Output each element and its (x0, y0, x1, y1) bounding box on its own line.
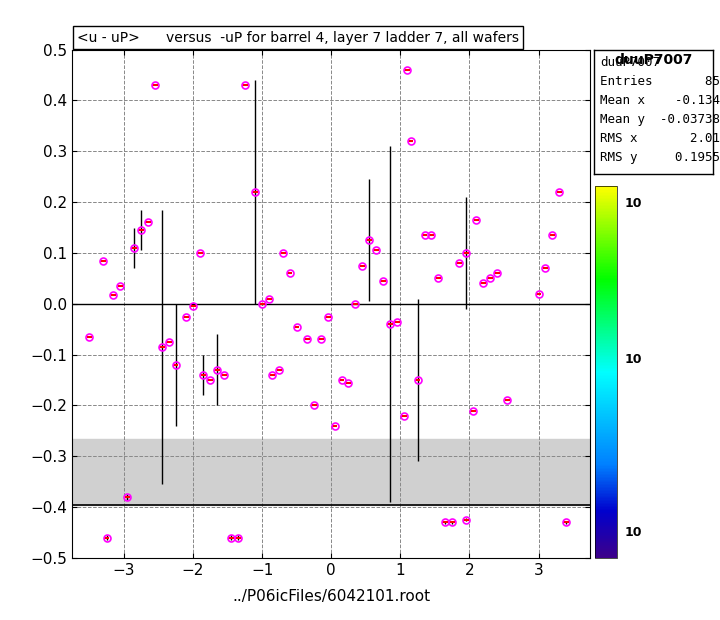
Text: 10: 10 (625, 197, 642, 210)
Text: duuP7007: duuP7007 (614, 53, 693, 68)
X-axis label: ../P06icFiles/6042101.root: ../P06icFiles/6042101.root (232, 589, 431, 604)
Text: <u - uP>      versus  -uP for barrel 4, layer 7 ladder 7, all wafers: <u - uP> versus -uP for barrel 4, layer … (77, 30, 519, 45)
Bar (72, 438, 590, 505)
Text: 10: 10 (625, 526, 642, 539)
Text: 10: 10 (625, 353, 642, 366)
Text: duuP7007
Entries       85
Mean x    -0.1341
Mean y  -0.03738
RMS x       2.01
RM: duuP7007 Entries 85 Mean x -0.1341 Mean … (600, 56, 720, 164)
